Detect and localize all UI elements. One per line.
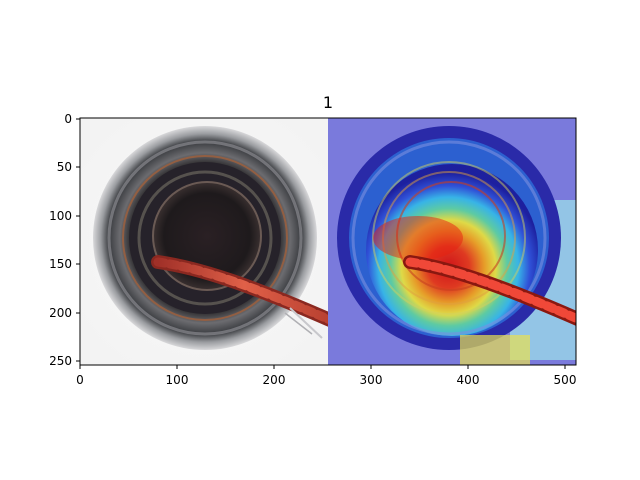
x-tick-label: 500 (554, 373, 577, 387)
y-tick-label: 250 (49, 354, 72, 368)
x-axis: 0 100 200 300 400 500 (76, 365, 576, 387)
x-tick-label: 200 (263, 373, 286, 387)
y-tick-label: 50 (57, 160, 72, 174)
copper-wire (151, 255, 328, 339)
right-heatmap-panel (328, 118, 576, 365)
y-tick-label: 150 (49, 257, 72, 271)
x-tick-label: 400 (457, 373, 480, 387)
plot-title: 1 (322, 93, 334, 112)
y-tick-label: 100 (49, 209, 72, 223)
y-tick-label: 0 (64, 112, 72, 126)
x-tick-label: 100 (166, 373, 189, 387)
axes-frame (79, 117, 577, 366)
left-photo-panel (80, 118, 328, 365)
y-axis: 0 50 100 150 200 250 (49, 112, 80, 368)
y-tick-label: 200 (49, 306, 72, 320)
x-tick-label: 0 (76, 373, 84, 387)
copper-wire-overlay (403, 255, 576, 326)
x-tick-label: 300 (360, 373, 383, 387)
